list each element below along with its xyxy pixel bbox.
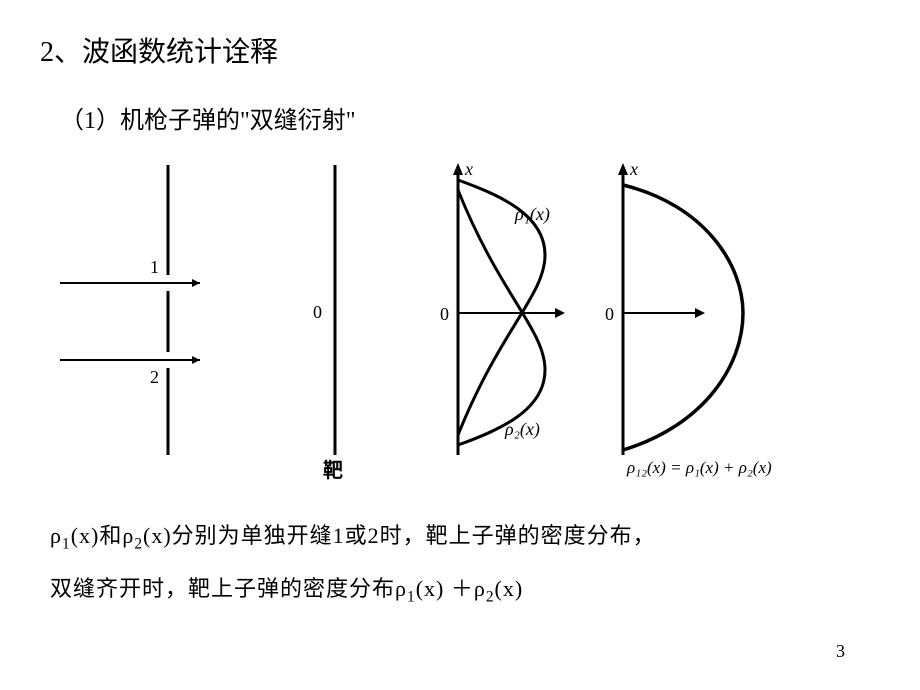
cap2-sub1: 1 — [407, 589, 416, 606]
physics-figure-svg: 1 2 0 靶 x 0 — [50, 155, 870, 485]
slide-page: 2、波函数统计诠释 （1）机枪子弹的"双缝衍射" 1 2 — [0, 0, 920, 690]
sum-zero: 0 — [605, 304, 614, 324]
cap-mid2: (x)分别为单独开缝1或2时，靶上子弹的密度分布， — [143, 523, 656, 548]
slit2-label: 2 — [150, 367, 159, 387]
slit1-label: 1 — [150, 257, 159, 277]
slits-panel: 1 2 — [60, 165, 200, 455]
target-zero: 0 — [313, 302, 322, 322]
cap2-pre: 双缝齐开时，靶上子弹的密度分布ρ — [50, 576, 407, 601]
cap2-sub2: 2 — [486, 589, 495, 606]
cap-rho1: ρ — [50, 523, 62, 548]
section-title: 2、波函数统计诠释 — [40, 30, 870, 70]
dist-sum-panel: x 0 ρ₁₂(x) = ρ₁(x) + ρ₂(x) — [605, 159, 772, 477]
caption-line-2: 双缝齐开时，靶上子弹的密度分布ρ1(x) ＋ρ2(x) — [50, 563, 870, 616]
page-number: 3 — [836, 641, 845, 662]
target-panel: 0 靶 — [313, 165, 343, 482]
sub-title-text: 机枪子弹的"双缝衍射" — [120, 108, 356, 134]
cap-sub2: 2 — [134, 535, 143, 552]
caption: ρ1(x)和ρ2(x)分别为单独开缝1或2时，靶上子弹的密度分布， 双缝齐开时，… — [50, 510, 870, 617]
caption-line-1: ρ1(x)和ρ2(x)分别为单独开缝1或2时，靶上子弹的密度分布， — [50, 510, 870, 563]
dist-separate-panel: x 0 ρ₁(x) ρ₂(x) — [440, 159, 565, 455]
sub-number: （1） — [60, 108, 120, 134]
cap-sub1: 1 — [62, 535, 71, 552]
cap-mid1: (x)和ρ — [71, 523, 135, 548]
sum-xlabel: x — [629, 159, 638, 179]
figure-row: 1 2 0 靶 x 0 — [50, 155, 870, 485]
cap2-mid: (x) ＋ρ — [416, 576, 486, 601]
rho1-label: ρ₁(x) — [514, 204, 550, 225]
sum-label: ρ₁₂(x) = ρ₁(x) + ρ₂(x) — [626, 458, 772, 477]
subsection-title: （1）机枪子弹的"双缝衍射" — [60, 100, 870, 135]
cap2-end: (x) — [495, 576, 524, 601]
section-number: 2、 — [40, 37, 82, 68]
sep-xlabel: x — [464, 159, 473, 179]
rho2-label: ρ₂(x) — [504, 419, 540, 440]
section-title-text: 波函数统计诠释 — [82, 37, 278, 68]
target-label: 靶 — [323, 458, 343, 482]
sep-zero: 0 — [440, 304, 449, 324]
